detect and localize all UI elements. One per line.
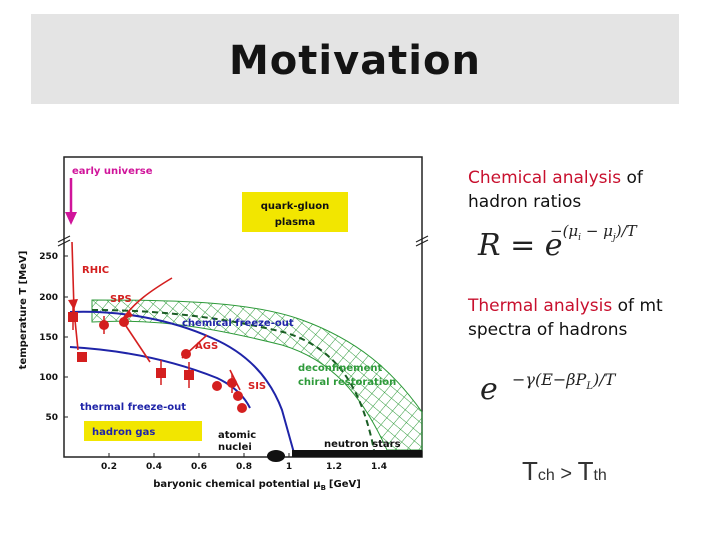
- neutron-stars-label: neutron stars: [324, 439, 401, 450]
- thermal-analysis-line2: spectra of hadrons: [468, 320, 628, 340]
- t-chem: T: [522, 456, 538, 486]
- sis-label: SIS: [248, 381, 266, 392]
- thermal-analysis-highlight: Thermal analysis: [468, 296, 613, 316]
- formula-boltzmann-exp-b: )/T: [592, 370, 616, 389]
- early-universe-label: early universe: [72, 166, 153, 177]
- x-tick-label: 0.4: [146, 462, 162, 472]
- y-tick-label: 250: [39, 252, 58, 262]
- hadron-gas-label: hadron gas: [92, 427, 155, 438]
- qgp-box: [242, 192, 348, 232]
- x-tick-label: 1: [286, 462, 292, 472]
- y-tick-label: 150: [39, 333, 58, 343]
- neutron-stars-bar: [292, 450, 422, 457]
- x-axis-label-sub: B: [321, 484, 326, 492]
- inequality-operator: >: [554, 463, 578, 485]
- qgp-label-line1: quark-gluon: [261, 201, 329, 212]
- atomic-nuclei-point: [267, 450, 285, 462]
- chemical-analysis-line2: hadron ratios: [468, 192, 582, 212]
- x-tick-label: 0.6: [191, 462, 207, 472]
- y-tick-label: 50: [45, 413, 58, 423]
- t-thermal-sub: th: [593, 467, 607, 484]
- chiral-restoration-label: chiral restoration: [298, 377, 396, 388]
- x-tick-label: 0.8: [236, 462, 252, 472]
- formula-boltzmann-sub: L: [586, 381, 593, 393]
- atomic-nuclei-label-1: atomic: [218, 430, 256, 441]
- chemical-freeze-out-curve: [69, 310, 295, 454]
- deconfinement-label: deconfinement: [298, 363, 382, 374]
- chemical-analysis-highlight: Chemical analysis: [468, 168, 622, 188]
- chemical-analysis-rest: of: [621, 168, 643, 188]
- thermal-analysis-text: Thermal analysis of mt spectra of hadron…: [468, 294, 703, 342]
- thermal-analysis-rest: of mt: [612, 296, 663, 316]
- temperature-inequality: Tch > Tth: [522, 456, 607, 487]
- y-tick-label: 100: [39, 373, 58, 383]
- chemical-analysis-text: Chemical analysis of hadron ratios: [468, 166, 698, 214]
- y-tick-label: 200: [39, 293, 58, 303]
- x-ticks: 0.2 0.4 0.6 0.8 1 1.2 1.4: [101, 462, 387, 472]
- chemical-freeze-out-label: chemical freeze-out: [182, 318, 294, 329]
- atomic-nuclei-label-2: nuclei: [218, 442, 252, 453]
- thermal-freeze-out-label: thermal freeze-out: [80, 402, 186, 413]
- slide-title: Motivation: [229, 38, 481, 84]
- formula-ratio-exp-b: − μ: [581, 222, 613, 240]
- formula-ratio-exp-a: −(μ: [550, 222, 579, 240]
- title-bar: Motivation: [31, 14, 679, 104]
- x-axis-label: baryonic chemical potential μB [GeV]: [153, 479, 361, 492]
- formula-ratio-sub-j: j: [612, 233, 616, 243]
- formula-ratio-exp-c: )/T: [615, 222, 637, 240]
- formula-ratio-exponent: −(μi − μj)/T: [550, 222, 637, 243]
- x-tick-label: 1.4: [371, 462, 387, 472]
- y-ticks: 250 200 150 100 50: [39, 252, 58, 423]
- y-axis-label: temperature T [MeV]: [18, 251, 29, 370]
- t-chem-sub: ch: [537, 467, 555, 484]
- rhic-label: RHIC: [82, 265, 109, 276]
- ags-label: AGS: [195, 341, 218, 352]
- formula-boltzmann-base: e: [480, 372, 498, 407]
- hadron-gas-box: [84, 421, 202, 441]
- t-thermal: T: [577, 456, 594, 486]
- x-tick-label: 1.2: [326, 462, 342, 472]
- qgp-label-line2: plasma: [275, 217, 315, 228]
- formula-ratio: R = e −(μi − μj)/T: [478, 222, 678, 272]
- formula-ratio-lhs: R = e: [478, 228, 563, 263]
- formula-boltzmann-exponent: −γ(E−βPL)/T: [512, 370, 615, 392]
- x-tick-label: 0.2: [101, 462, 117, 472]
- plot-frame: [63, 156, 423, 458]
- phase-diagram: temperature T [MeV] 250 200 150 100 50 0…: [18, 156, 429, 492]
- sps-label: SPS: [110, 294, 132, 305]
- formula-ratio-sub-i: i: [578, 233, 582, 243]
- x-axis-label-text: baryonic chemical potential μ: [153, 479, 321, 490]
- deconfinement-band: [91, 299, 423, 451]
- formula-boltzmann: e −γ(E−βPL)/T: [480, 366, 680, 416]
- x-axis-label-unit: [GeV]: [329, 479, 361, 490]
- formula-boltzmann-exp-a: −γ(E−βP: [512, 370, 587, 389]
